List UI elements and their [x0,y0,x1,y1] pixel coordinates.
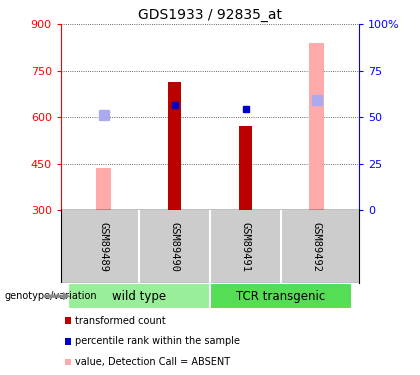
Text: transformed count: transformed count [75,316,166,326]
Bar [210,283,352,309]
Text: GSM89491: GSM89491 [241,222,250,272]
Bar [68,283,210,309]
Text: percentile rank within the sample: percentile rank within the sample [75,336,240,346]
Text: genotype/variation: genotype/variation [4,291,97,301]
Text: TCR transgenic: TCR transgenic [236,290,326,303]
Bar [309,43,324,210]
Text: GSM89489: GSM89489 [99,222,108,272]
Text: GSM89492: GSM89492 [312,222,321,272]
Bar [168,82,181,210]
Bar [96,168,111,210]
Title: GDS1933 / 92835_at: GDS1933 / 92835_at [138,8,282,22]
Bar [239,126,252,210]
Text: wild type: wild type [112,290,166,303]
Text: GSM89490: GSM89490 [170,222,179,272]
Text: value, Detection Call = ABSENT: value, Detection Call = ABSENT [75,357,231,367]
